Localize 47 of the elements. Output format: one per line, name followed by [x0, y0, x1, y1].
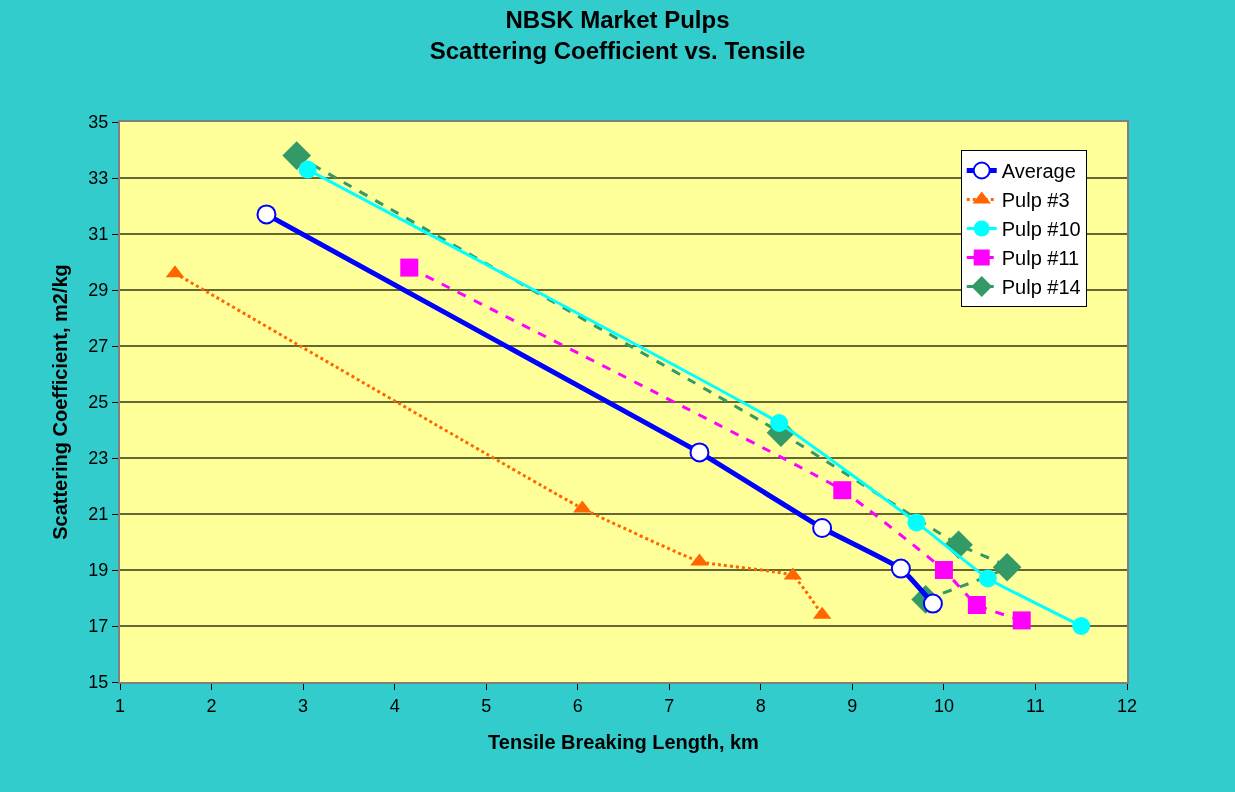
point	[992, 552, 1022, 582]
y-tick-label: 15	[88, 672, 109, 693]
y-tick-label: 21	[88, 504, 109, 525]
legend-label: Pulp #14	[1001, 276, 1081, 299]
y-tick-label: 19	[88, 560, 109, 581]
x-tick-label: 4	[389, 695, 400, 716]
point	[907, 513, 926, 532]
point	[256, 204, 277, 225]
point	[812, 518, 833, 538]
x-tick-label: 11	[1026, 695, 1045, 716]
y-tick-label: 33	[88, 168, 109, 189]
x-tick-label: 9	[847, 695, 858, 716]
point	[689, 442, 710, 463]
point	[934, 561, 953, 579]
x-tick-label: 2	[206, 695, 217, 716]
x-tick-label: 10	[933, 695, 954, 716]
x-tick-label: 8	[755, 695, 766, 716]
point	[833, 481, 852, 500]
y-tick-label: 23	[88, 448, 109, 469]
x-tick-label: 12	[1116, 695, 1138, 716]
y-axis-title: Scattering Coefficient, m2/kg	[49, 264, 72, 540]
y-tick-label: 35	[88, 112, 109, 133]
x-tick-label: 5	[481, 695, 492, 716]
point	[770, 414, 789, 432]
y-tick-label: 17	[88, 616, 109, 637]
point	[400, 258, 419, 277]
chart-title: NBSK Market Pulps Scattering Coefficient vs. Tensile	[429, 5, 806, 64]
legend-label: Pulp #11	[1001, 247, 1080, 270]
point	[1012, 611, 1031, 630]
point	[282, 141, 311, 170]
x-axis-title: Tensile Breaking Length, km	[488, 730, 759, 753]
x-tick-label: 3	[298, 695, 309, 716]
x-tick-label: 7	[664, 695, 675, 716]
y-tick-label: 27	[88, 336, 109, 357]
point	[978, 569, 997, 588]
x-tick-label: 6	[572, 695, 583, 716]
point	[298, 160, 317, 179]
y-tick-label: 31	[88, 224, 109, 245]
y-tick-label: 25	[88, 392, 109, 413]
x-tick-label: 1	[114, 695, 126, 716]
point	[890, 558, 911, 579]
point	[1072, 617, 1091, 635]
y-tick-label: 29	[88, 280, 109, 301]
legend-label: Average	[1001, 160, 1076, 183]
point	[967, 596, 986, 614]
legend-label: Pulp #10	[1001, 218, 1081, 241]
legend-label: Pulp #3	[1001, 189, 1070, 212]
